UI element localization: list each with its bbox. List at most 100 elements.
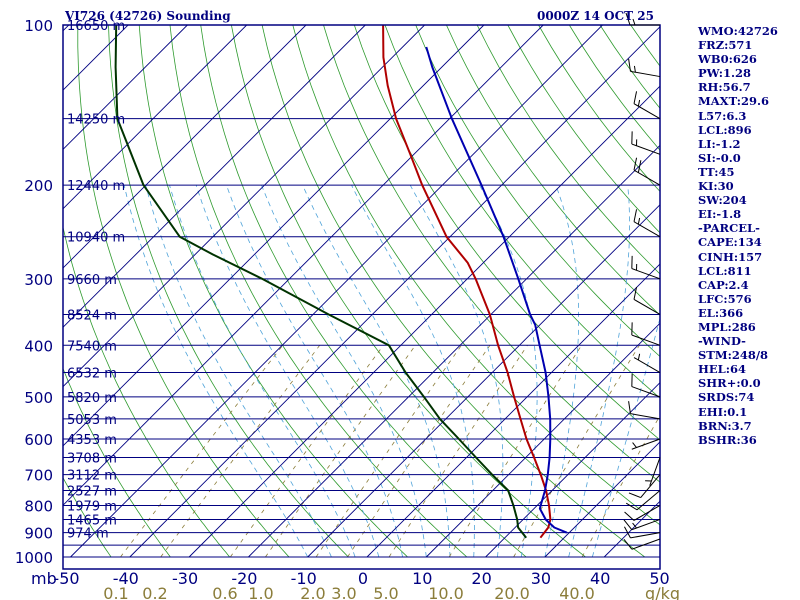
isotherm-line bbox=[544, 441, 660, 558]
index-item: WMO:42726 bbox=[698, 24, 778, 38]
grid-lines bbox=[63, 25, 660, 558]
mixing-ratio-tick-label: 2.0 bbox=[300, 584, 325, 600]
wind-barb bbox=[625, 12, 660, 26]
wind-barb bbox=[633, 209, 661, 238]
isotherm-line bbox=[63, 25, 544, 506]
index-item: SRDS:74 bbox=[698, 390, 755, 405]
mixing-ratio-unit: g/kg bbox=[645, 584, 680, 600]
index-item: BSHR:36 bbox=[698, 432, 757, 447]
wind-barb bbox=[628, 401, 661, 420]
isotherm-line bbox=[248, 144, 660, 558]
wind-barb bbox=[631, 438, 661, 450]
temperature-trace bbox=[382, 25, 552, 539]
height-label: 4353 m bbox=[67, 433, 117, 448]
pressure-tick-label: 700 bbox=[24, 467, 53, 485]
index-item: -WIND- bbox=[698, 334, 746, 349]
temperature-tick-label: -50 bbox=[53, 569, 79, 588]
height-label: 5053 m bbox=[67, 413, 117, 428]
index-item: MAXT:29.6 bbox=[698, 94, 769, 109]
index-item: BRN:3.7 bbox=[698, 418, 752, 433]
station-title: VI726 (42726) Sounding bbox=[64, 9, 231, 23]
pressure-tick-label: 500 bbox=[24, 389, 53, 407]
moist-adiabat-line bbox=[169, 184, 356, 558]
mixing-ratio-tick-label: 0.2 bbox=[142, 584, 167, 600]
temperature-tick-label: 20 bbox=[471, 569, 491, 588]
height-label: 10940 m bbox=[67, 231, 125, 246]
index-item: EHI:0.1 bbox=[698, 404, 748, 419]
pressure-tick-label: 600 bbox=[24, 431, 53, 449]
isotherm-line bbox=[63, 25, 425, 388]
temperature-tick-label: -40 bbox=[113, 569, 139, 588]
height-label: 5820 m bbox=[67, 391, 117, 406]
index-item: EI:-1.8 bbox=[698, 207, 742, 222]
wind-barb bbox=[645, 457, 661, 486]
temperature-tick-label: -10 bbox=[291, 569, 317, 588]
wind-barb bbox=[625, 490, 661, 511]
index-item: SI:-0.0 bbox=[698, 150, 741, 165]
wind-barb bbox=[633, 353, 661, 373]
isotherm-line bbox=[63, 25, 307, 269]
wind-barb bbox=[631, 373, 661, 398]
temperature-tick-label: 0 bbox=[358, 569, 368, 588]
temperature-tick-label: 10 bbox=[412, 569, 432, 588]
plot-frame bbox=[62, 24, 661, 570]
wind-barb bbox=[628, 474, 661, 499]
wind-barb bbox=[628, 58, 661, 78]
isotherm-line bbox=[307, 204, 660, 558]
dewpoint-trace bbox=[114, 25, 527, 539]
index-item: MPL:286 bbox=[698, 319, 756, 334]
height-label: 7540 m bbox=[67, 339, 117, 354]
wind-barb bbox=[633, 286, 661, 315]
index-item: LFC:576 bbox=[698, 291, 752, 306]
isotherm-line bbox=[129, 26, 660, 558]
index-item: LCL:896 bbox=[698, 122, 752, 137]
index-item: EL:366 bbox=[698, 305, 744, 320]
index-item: SHR+:0.0 bbox=[698, 376, 761, 391]
mixing-ratio-tick-label: 40.0 bbox=[559, 584, 595, 600]
height-label: 14250 m bbox=[67, 113, 125, 128]
index-item: FRZ:571 bbox=[698, 38, 753, 53]
mixing-ratio-tick-label: 0.1 bbox=[103, 584, 128, 600]
index-item: L57:6.3 bbox=[698, 108, 747, 123]
index-item: LI:-1.2 bbox=[698, 136, 741, 151]
stability-indices-panel: WMO:42726 FRZ:571 WB0:626 PW:1.28 RH:56.7 MAX… bbox=[698, 24, 798, 447]
isotherm-line bbox=[366, 263, 660, 558]
pressure-tick-label: 900 bbox=[24, 525, 53, 543]
pressure-tick-label: 800 bbox=[24, 497, 53, 515]
isotherm-line bbox=[63, 25, 248, 210]
index-item: CAPE:134 bbox=[698, 235, 762, 250]
height-label: 9660 m bbox=[67, 273, 117, 288]
sounding-traces bbox=[114, 25, 568, 539]
pressure-tick-label: 1000 bbox=[15, 549, 53, 567]
temperature-tick-label: -20 bbox=[231, 569, 257, 588]
index-item: STM:248/8 bbox=[698, 348, 769, 363]
pressure-tick-label: 100 bbox=[24, 17, 53, 35]
wind-barb bbox=[623, 526, 661, 539]
wind-barbs bbox=[623, 12, 661, 550]
wind-barb bbox=[633, 157, 661, 186]
isotherm-line bbox=[188, 85, 660, 558]
index-item: CINH:157 bbox=[698, 249, 763, 264]
height-label: 1979 m bbox=[67, 499, 117, 514]
height-label: 974 m bbox=[67, 527, 109, 542]
y-axis-unit: mb bbox=[31, 569, 57, 588]
mixing-ratio-tick-label: 5.0 bbox=[373, 584, 398, 600]
mixing-ratio-tick-label: 20.0 bbox=[494, 584, 530, 600]
height-label: 6532 m bbox=[67, 367, 117, 382]
height-label: 3112 m bbox=[67, 469, 117, 484]
temperature-tick-label: 30 bbox=[531, 569, 551, 588]
isotherm-line bbox=[485, 381, 660, 558]
mixing-ratio-tick-label: 10.0 bbox=[428, 584, 464, 600]
height-label: 16650 m bbox=[67, 19, 125, 34]
height-label: 1465 m bbox=[67, 513, 117, 528]
pressure-tick-label: 200 bbox=[24, 177, 53, 195]
mixing-ratio-tick-label: 1.0 bbox=[248, 584, 273, 600]
mixing-ratio-tick-label: 0.6 bbox=[212, 584, 237, 600]
index-item: HEL:64 bbox=[698, 362, 746, 377]
index-item: PW:1.28 bbox=[698, 66, 752, 81]
wind-barb bbox=[633, 91, 661, 120]
index-item: CAP:2.4 bbox=[698, 277, 749, 292]
index-item: LCL:811 bbox=[698, 263, 752, 278]
